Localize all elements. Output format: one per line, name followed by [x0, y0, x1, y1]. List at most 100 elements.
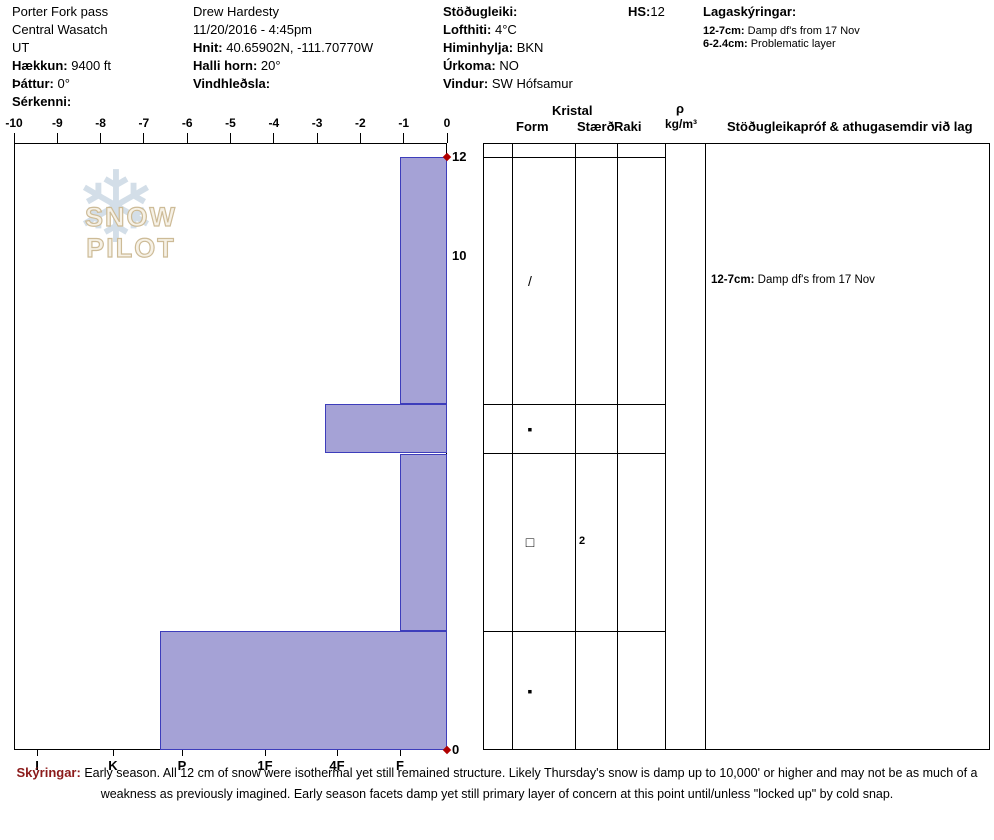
temp-axis-label: -3 — [311, 116, 323, 130]
wind: Vindur: SW Hófsamur — [443, 76, 573, 92]
logo-word-pilot: PILOT — [86, 232, 176, 263]
temp-axis-label: -6 — [181, 116, 193, 130]
temp-axis-label: 0 — [443, 116, 451, 130]
layer-note-range: 12-7cm: — [703, 25, 745, 37]
hardness-axis-label: 4F — [329, 758, 345, 773]
temp-axis-label: -1 — [398, 116, 410, 130]
footer-notes: Skýringar: Early season. All 12 cm of sn… — [12, 762, 982, 805]
stability: Stöðugleiki: — [443, 4, 517, 20]
temp-axis-tick — [56, 133, 58, 143]
temp-axis-tick — [273, 133, 275, 143]
snowflake-icon: ❄ — [74, 152, 158, 264]
sky-cover-label: Himinhylja: — [443, 40, 514, 55]
hardness-axis-label: I — [35, 758, 39, 773]
elevation-label: Hækkun: — [12, 58, 68, 73]
hardness-axis-label: K — [108, 758, 118, 773]
temp-axis-tick — [186, 133, 188, 143]
wind-loading: Vindhleðsla: — [193, 76, 270, 92]
precipitation-value: NO — [499, 58, 519, 73]
temp-axis-tick — [359, 133, 361, 143]
temp-axis-label: -7 — [138, 116, 150, 130]
temp-axis-tick — [100, 133, 102, 143]
sky-cover: Himinhylja: BKN — [443, 40, 543, 56]
snow-layer-bar — [400, 453, 447, 632]
hardness-axis-label: P — [177, 758, 187, 773]
hardness-axis-tick — [399, 750, 401, 756]
site-state: UT — [12, 40, 30, 55]
snowpilot-logo-text: SNOW PILOT — [46, 201, 216, 264]
slope-angle-label: Halli horn: — [193, 58, 258, 73]
temp-axis-label: -5 — [225, 116, 236, 130]
elevation-value: 9400 ft — [71, 58, 112, 73]
observation-datetime: 11/20/2016 - 4:45pm — [193, 22, 313, 37]
coordinates: Hnit: 40.65902N, -111.70770W — [193, 40, 373, 56]
temp-axis-tick — [143, 133, 145, 143]
footer-notes-label: Skýringar: — [16, 765, 81, 780]
layer-comment-text: Damp df's from 17 Nov — [757, 274, 875, 286]
air-temp: Lofthiti: 4°C — [443, 22, 517, 38]
layer-notes-title-text: Lagaskýringar: — [703, 4, 797, 19]
snow-height-label: HS: — [628, 4, 651, 19]
hardness-axis-label: 1F — [257, 758, 273, 773]
temp-axis-label: -9 — [51, 116, 63, 130]
density-unit-header: kg/m³ — [665, 117, 698, 131]
temperature-point — [442, 745, 452, 755]
grain-form-symbol: □ — [525, 534, 535, 551]
layer-comment-range: 12-7cm: — [711, 274, 755, 286]
wind-value: SW Hófsamur — [491, 76, 573, 91]
air-temp-label: Lofthiti: — [443, 22, 492, 37]
snow-layer-bar — [160, 631, 447, 750]
wind-loading-label: Vindhleðsla: — [193, 76, 271, 91]
temp-axis-tick — [316, 133, 318, 143]
coordinates-label: Hnit: — [193, 40, 223, 55]
panel-layer-line — [483, 156, 665, 158]
layer-comment-annotation: 12-7cm: Damp df's from 17 Nov — [711, 274, 875, 286]
slope-angle: Halli horn: 20° — [193, 58, 281, 74]
aspect-label: Þáttur: — [12, 76, 54, 91]
panel-column-divider — [617, 143, 618, 750]
snow-layer-bar — [325, 404, 447, 454]
coordinates-value: 40.65902N, -111.70770W — [226, 40, 374, 55]
tests-column-header: Stöðugleikapróf & athugasemdir við lag — [727, 119, 973, 134]
hardness-axis-tick — [112, 750, 114, 756]
site-region: Central Wasatch — [12, 22, 108, 37]
aspect-value: 0° — [57, 76, 70, 91]
crystal-header: Kristal — [552, 103, 593, 118]
layer-panel-frame — [483, 143, 990, 750]
snow-height: HS:12 — [628, 4, 665, 20]
stability-label: Stöðugleiki: — [443, 4, 518, 19]
temp-axis-label: -8 — [95, 116, 106, 130]
panel-column-divider — [705, 143, 706, 750]
layer-note: 12-7cm: Damp df's from 17 Nov — [703, 25, 860, 38]
grain-size-value: 2 — [579, 535, 586, 548]
wind-label: Vindur: — [443, 76, 489, 91]
temp-axis-label: -4 — [268, 116, 280, 130]
snowpilot-logo: ❄ SNOW PILOT — [46, 158, 216, 276]
snow-height-value: 12 — [650, 4, 665, 19]
temp-axis-tick — [446, 133, 448, 143]
footer-notes-text: Early season. All 12 cm of snow were iso… — [84, 766, 978, 801]
grain-form-symbol: ▪ — [527, 682, 533, 699]
site-name: Porter Fork pass — [12, 4, 109, 19]
observer-name: Drew Hardesty — [193, 4, 279, 19]
hardness-axis-tick — [36, 750, 38, 756]
layer-note-text: Damp df's from 17 Nov — [747, 25, 860, 37]
panel-layer-line — [483, 453, 665, 454]
depth-axis-label: 12 — [452, 149, 467, 164]
logo-word-snow: SNOW — [84, 201, 177, 232]
site-aspect: Þáttur: 0° — [12, 76, 70, 92]
features-label: Sérkenni: — [12, 94, 72, 109]
panel-layer-line — [483, 403, 665, 405]
panel-column-divider — [575, 143, 576, 750]
depth-axis-label: 0 — [452, 742, 460, 757]
layer-note: 6-2.4cm: Problematic layer — [703, 38, 836, 51]
site-features: Sérkenni: — [12, 94, 71, 110]
panel-layer-line — [483, 630, 665, 632]
layer-note-range: 6-2.4cm: — [703, 38, 748, 50]
grain-form-symbol: / — [528, 272, 532, 289]
moisture-column-header: Raki — [614, 119, 642, 134]
depth-axis-label: 10 — [452, 247, 467, 263]
site-elevation: Hækkun: 9400 ft — [12, 58, 111, 74]
